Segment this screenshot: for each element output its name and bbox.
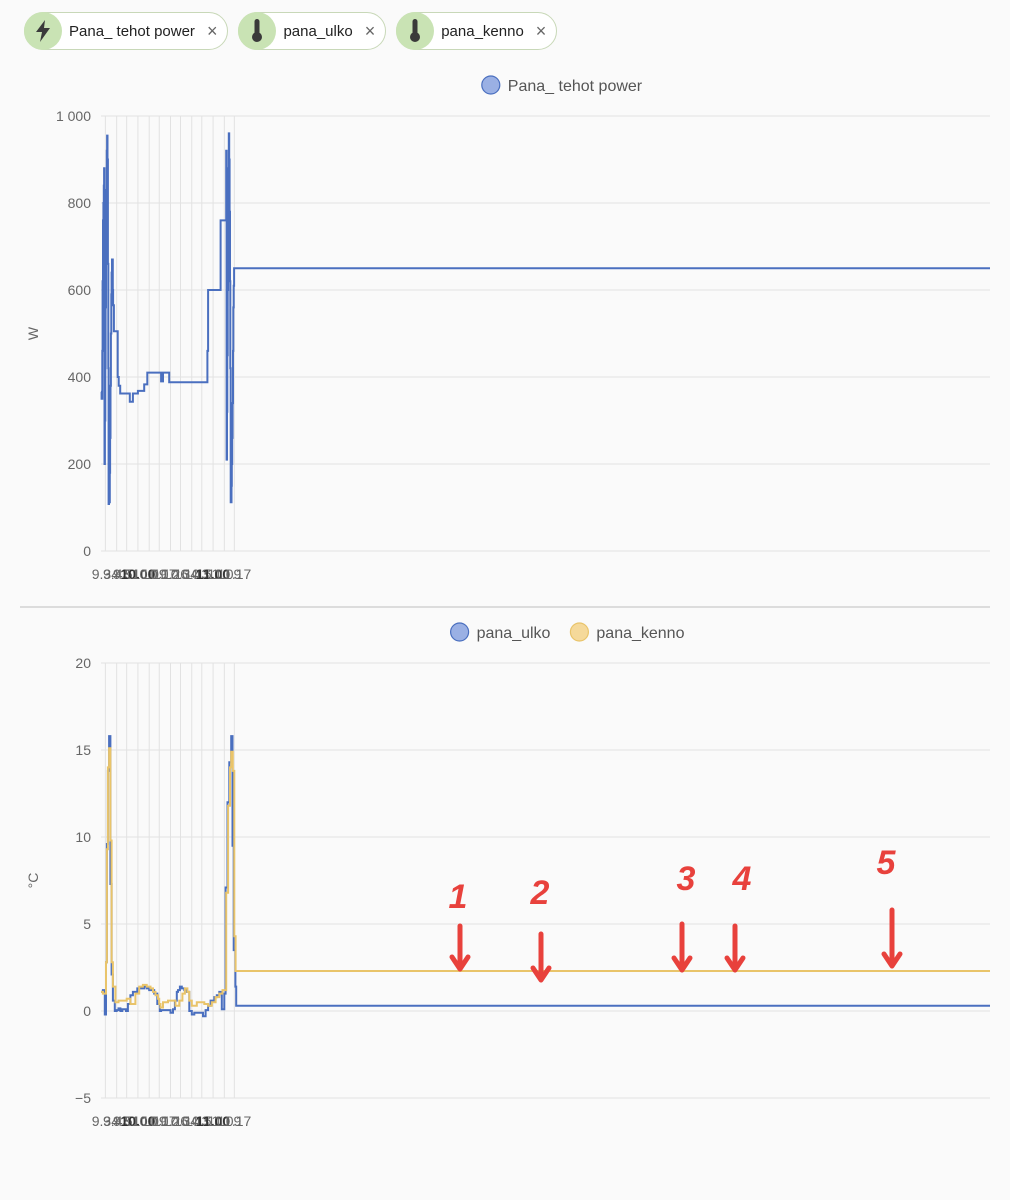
thermometer-icon bbox=[396, 12, 435, 50]
annotation-number: 3 bbox=[677, 860, 696, 898]
x-tick-label: 10.43 bbox=[174, 1113, 209, 1129]
legend-marker bbox=[569, 622, 590, 642]
x-tick-label: 11.17 bbox=[217, 1113, 251, 1129]
annotation-arrow bbox=[530, 931, 552, 983]
y-tick-label: 10 bbox=[75, 829, 91, 845]
y-tick-label: −5 bbox=[75, 1090, 91, 1106]
entity-chip-kenno[interactable]: pana_kenno × bbox=[396, 12, 558, 50]
y-tick-label: 5 bbox=[83, 916, 91, 932]
annotation-arrow bbox=[724, 923, 746, 973]
y-tick-label: 0 bbox=[83, 1003, 91, 1019]
legend-marker bbox=[450, 622, 470, 642]
y-axis-label: °C bbox=[25, 873, 41, 889]
chip-label: pana_ulko bbox=[283, 22, 353, 40]
legend-marker bbox=[481, 75, 501, 95]
annotation-arrow bbox=[881, 907, 903, 969]
close-icon[interactable]: × bbox=[364, 21, 376, 41]
annotation-arrow bbox=[671, 921, 693, 973]
x-tick-label: 10.09 bbox=[132, 566, 167, 582]
x-tick-label: 10.00 bbox=[120, 1113, 155, 1129]
x-tick-label: 11.17 bbox=[217, 566, 251, 582]
thermometer-icon bbox=[238, 12, 277, 50]
series-line-pana-kenno bbox=[101, 747, 990, 1009]
close-icon[interactable]: × bbox=[206, 21, 218, 41]
x-tick-label: 11.00 bbox=[196, 1113, 230, 1129]
annotation-number: 2 bbox=[530, 874, 550, 912]
x-tick-label: 10.51 bbox=[184, 1113, 219, 1129]
lightning-icon bbox=[24, 12, 62, 50]
y-tick-label: 0 bbox=[83, 543, 91, 559]
x-tick-label: 10.09 bbox=[132, 1113, 167, 1129]
chart-divider bbox=[20, 606, 990, 608]
x-tick-label: 9.43 bbox=[103, 566, 130, 582]
x-tick-label: 10.26 bbox=[153, 566, 188, 582]
temperature-chart: −5051015209.349.439.5110.0010.0910.1710.… bbox=[25, 622, 990, 1129]
x-tick-label: 11.00 bbox=[196, 566, 230, 582]
y-tick-label: 15 bbox=[75, 742, 91, 758]
annotation-number: 1 bbox=[449, 878, 468, 916]
x-tick-label: 9.43 bbox=[103, 1113, 130, 1129]
y-tick-label: 400 bbox=[68, 369, 92, 385]
legend-label: pana_ulko bbox=[477, 625, 551, 642]
x-tick-label: 10.43 bbox=[174, 566, 209, 582]
entity-chip-ulko[interactable]: pana_ulko × bbox=[238, 12, 387, 50]
chip-label: pana_kenno bbox=[441, 22, 524, 40]
x-tick-label: 9.34 bbox=[92, 1113, 119, 1129]
annotation-number: 4 bbox=[732, 860, 752, 898]
x-tick-label: 10.26 bbox=[153, 1113, 188, 1129]
chip-label: Pana_ tehot power bbox=[69, 22, 195, 40]
x-tick-label: 10.00 bbox=[120, 566, 155, 582]
x-tick-label: 11.09 bbox=[207, 566, 241, 582]
x-tick-label: 10.34 bbox=[163, 566, 198, 582]
y-tick-label: 1 000 bbox=[56, 108, 91, 124]
x-tick-label: 10.17 bbox=[142, 566, 177, 582]
series-line-pana-tehot-power bbox=[100, 132, 990, 505]
y-tick-label: 200 bbox=[68, 456, 92, 472]
x-tick-label: 9.51 bbox=[113, 566, 140, 582]
x-tick-label: 10.17 bbox=[142, 1113, 177, 1129]
annotation-number: 5 bbox=[877, 844, 897, 882]
x-tick-label: 11.09 bbox=[207, 1113, 241, 1129]
x-tick-label: 9.51 bbox=[113, 1113, 140, 1129]
close-icon[interactable]: × bbox=[535, 21, 547, 41]
x-tick-label: 10.51 bbox=[184, 566, 219, 582]
y-axis-label: W bbox=[25, 326, 41, 340]
power-chart: 0 200 400 600 800 1 000 9.349.439.5110.0010.09… bbox=[25, 75, 990, 582]
entity-chips: Pana_ tehot power × pana_ulko × pana_ken… bbox=[24, 12, 558, 50]
y-tick-label: 600 bbox=[68, 282, 92, 298]
legend-label: pana_kenno bbox=[596, 625, 684, 642]
y-tick-label: 20 bbox=[75, 655, 91, 671]
x-tick-label: 9.34 bbox=[92, 566, 119, 582]
y-tick-label: 800 bbox=[68, 195, 92, 211]
x-tick-label: 10.34 bbox=[163, 1113, 198, 1129]
entity-chip-power[interactable]: Pana_ tehot power × bbox=[24, 12, 229, 50]
legend-label: Pana_ tehot power bbox=[508, 78, 643, 95]
annotation-arrow bbox=[449, 923, 471, 972]
